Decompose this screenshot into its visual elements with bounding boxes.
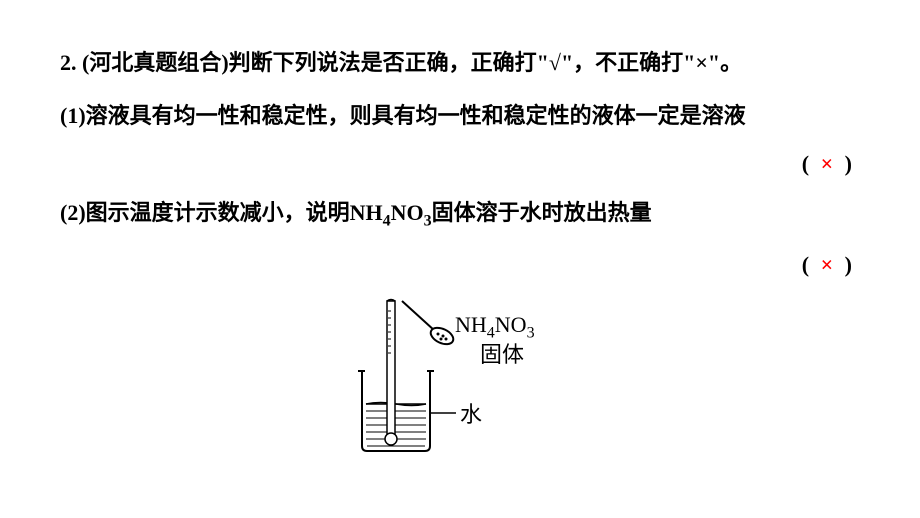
sub2-after: 固体溶于水时放出热量 bbox=[432, 200, 652, 225]
water-label: 水 bbox=[460, 401, 482, 430]
sub2-label: (2) bbox=[60, 200, 86, 225]
paren-open-2: ( bbox=[802, 252, 809, 277]
diagram-container: NH4NO3 固体 水 bbox=[60, 296, 860, 456]
sub-question-1: (1)溶液具有均一性和稳定性，则具有均一性和稳定性的液体一定是溶液 bbox=[60, 98, 860, 133]
sub1-text: 溶液具有均一性和稳定性，则具有均一性和稳定性的液体一定是溶液 bbox=[86, 103, 746, 128]
question-header: 2. (河北真题组合)判断下列说法是否正确，正确打"√"，不正确打"×"。 bbox=[60, 45, 860, 80]
paren-close-1: ) bbox=[845, 151, 852, 176]
question-number: 2. bbox=[60, 50, 77, 75]
sub-question-2: (2)图示温度计示数减小，说明NH4NO3固体溶于水时放出热量 bbox=[60, 195, 860, 234]
paren-close-2: ) bbox=[845, 252, 852, 277]
formula-label: NH4NO3 bbox=[455, 311, 535, 344]
answer-line-1: ( × ) bbox=[60, 151, 860, 177]
sub2-formula: NH4NO3 bbox=[350, 200, 432, 225]
paren-open-1: ( bbox=[802, 151, 809, 176]
solid-label: 固体 bbox=[480, 341, 524, 370]
answer-1: × bbox=[821, 151, 834, 176]
answer-line-2: ( × ) bbox=[60, 252, 860, 278]
answer-2: × bbox=[821, 252, 834, 277]
sub2-before: 图示温度计示数减小，说明 bbox=[86, 200, 350, 225]
sub1-label: (1) bbox=[60, 103, 86, 128]
experiment-diagram: NH4NO3 固体 水 bbox=[320, 296, 600, 456]
question-intro: 判断下列说法是否正确，正确打"√"，不正确打"×"。 bbox=[229, 50, 742, 75]
question-source: (河北真题组合) bbox=[82, 50, 229, 75]
